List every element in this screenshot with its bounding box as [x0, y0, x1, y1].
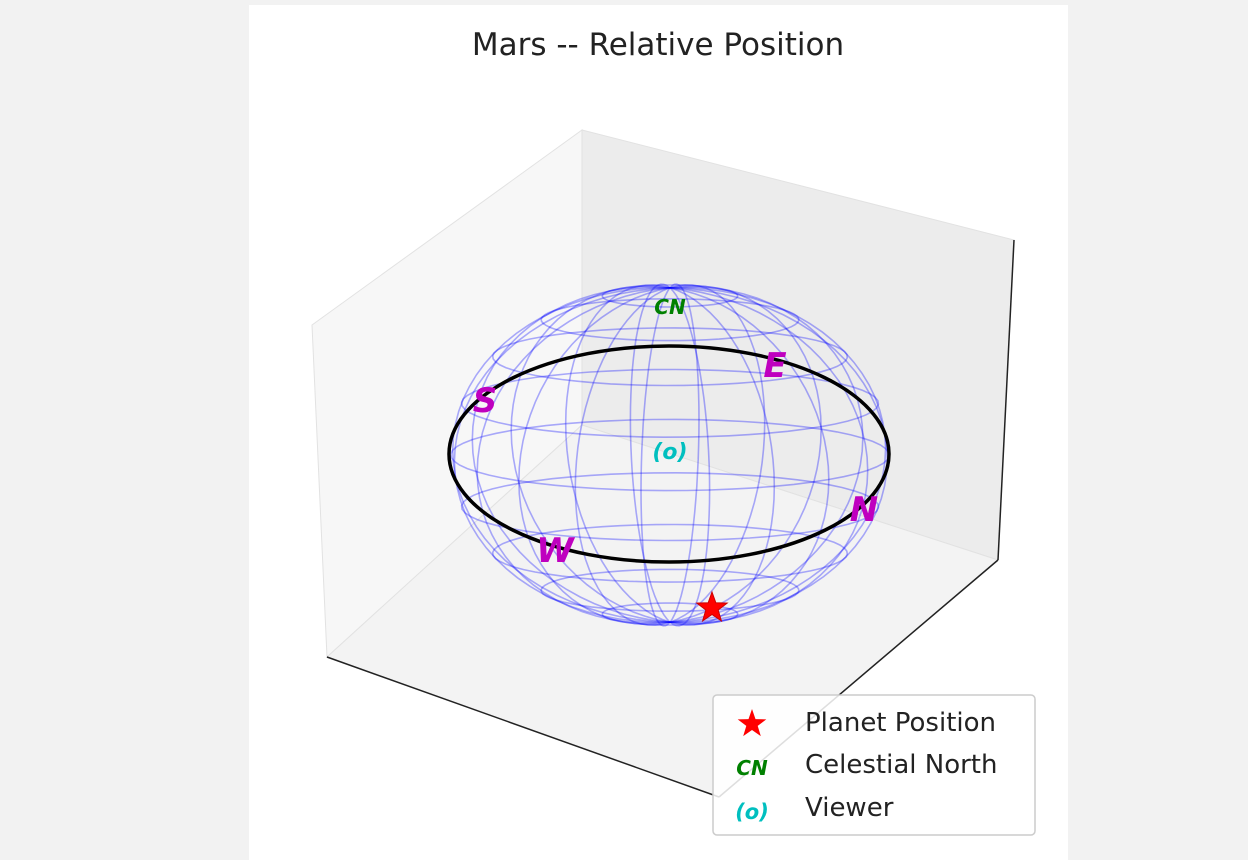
planet-position-marker	[695, 590, 729, 623]
east-label: E	[763, 346, 786, 386]
longitude-line	[574, 287, 671, 627]
longitude-line	[453, 287, 671, 623]
axis-line-front	[326, 656, 720, 798]
longitude-line	[669, 287, 869, 624]
legend-box	[712, 694, 1036, 836]
latitude-line	[601, 284, 739, 308]
longitude-line	[669, 287, 830, 625]
legend-star-icon	[737, 709, 767, 737]
latitude-line	[540, 568, 800, 613]
latitude-line	[450, 418, 890, 492]
west-label: W	[536, 531, 575, 571]
longitude-line	[451, 287, 671, 623]
latitude-line	[460, 471, 880, 542]
longitude-line	[669, 284, 822, 623]
longitude-line	[629, 283, 671, 623]
legend-viewer-icon: (o)	[735, 800, 769, 824]
longitude-line	[476, 287, 671, 624]
latitude-line	[491, 523, 849, 583]
latitude-line	[460, 368, 880, 439]
legend-cn-icon: CN	[736, 756, 768, 780]
south-label: S	[473, 381, 498, 421]
longitude-line	[669, 283, 766, 623]
chart-title: Mars -- Relative Position	[472, 27, 844, 63]
longitude-line	[471, 286, 671, 623]
latitude-line	[540, 297, 800, 342]
chart-svg: Mars -- Relative Position E N W S CN (o)…	[311, 27, 1036, 836]
north-label: N	[850, 490, 878, 530]
figure: Mars -- Relative Position E N W S CN (o)…	[249, 5, 1068, 860]
equator-ring	[447, 344, 891, 564]
legend: Planet Position CN Celestial North (o) V…	[712, 694, 1036, 836]
viewer-marker: (o)	[652, 440, 687, 465]
latitude-line	[601, 602, 739, 626]
longitude-line	[669, 283, 700, 623]
longitude-line	[564, 284, 671, 623]
legend-label-planet: Planet Position	[805, 708, 996, 738]
longitude-line	[510, 285, 671, 623]
legend-label-north: Celestial North	[805, 750, 997, 780]
longitude-line	[518, 287, 671, 626]
longitude-line	[669, 286, 864, 623]
longitude-line	[669, 287, 711, 627]
latitude-line	[491, 327, 849, 387]
celestial-north-marker: CN	[654, 295, 686, 319]
longitude-line	[669, 287, 776, 626]
legend-label-viewer: Viewer	[805, 793, 894, 823]
compass-labels: E N W S	[473, 346, 878, 571]
sphere-wireframe	[450, 283, 890, 627]
axis-line-vertical	[997, 239, 1015, 561]
longitude-line	[669, 287, 887, 623]
longitude-line	[640, 287, 671, 627]
